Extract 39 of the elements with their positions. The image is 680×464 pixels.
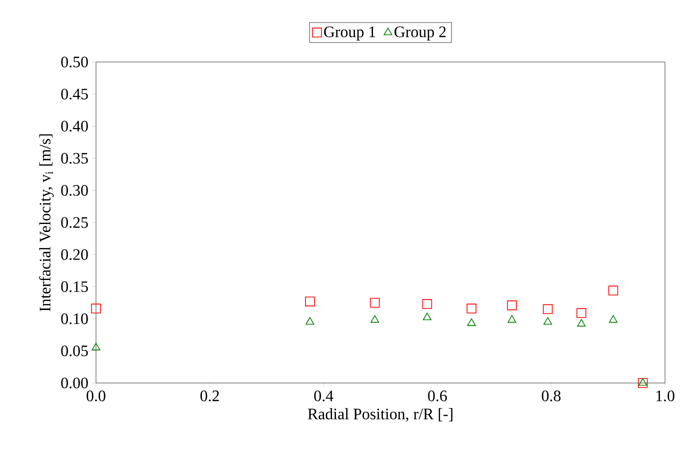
point [608, 315, 618, 323]
y-tick-label: 0.45 [61, 88, 88, 100]
point [608, 286, 618, 296]
point [544, 317, 552, 325]
point [422, 312, 432, 320]
point [542, 304, 553, 314]
point [467, 318, 476, 326]
y-tick-label: 0.35 [61, 152, 88, 164]
point [422, 299, 432, 309]
point [508, 315, 516, 323]
point [466, 304, 476, 314]
x-tick-label: 0.8 [542, 390, 561, 402]
point [91, 304, 101, 314]
y-tick-label: 0.25 [61, 217, 88, 228]
x-axis-title: Radial Position, r/R [-] [308, 408, 452, 422]
point [306, 317, 314, 325]
point [577, 319, 586, 327]
y-tick-label: 0.15 [61, 281, 88, 292]
y-tick-label: 0.10 [61, 313, 88, 324]
y-axis-title: Interfacial Velocity, v$_{i}$ [m/s] [39, 134, 54, 312]
y-tick-label: 0.20 [61, 249, 88, 260]
point [370, 298, 380, 308]
point [305, 296, 315, 306]
point [507, 300, 517, 310]
point [576, 308, 586, 318]
x-tick-label: 0.4 [314, 390, 334, 402]
x-tick-label: 0.6 [428, 390, 447, 402]
x-tick-label: 0.2 [200, 390, 219, 402]
legend-label: Group 1 [324, 26, 376, 40]
legend-label: Group 2 [394, 26, 446, 40]
point [92, 342, 100, 350]
y-tick-label: 0.00 [61, 378, 88, 388]
y-tick-label: 0.50 [61, 56, 88, 68]
y-tick-label: 0.05 [61, 345, 88, 356]
point [370, 315, 380, 323]
x-tick-label: 0.0 [86, 390, 106, 402]
y-tick-label: 0.30 [61, 184, 88, 196]
y-tick-label: 0.40 [61, 120, 88, 132]
x-tick-label: 1.0 [656, 390, 674, 402]
